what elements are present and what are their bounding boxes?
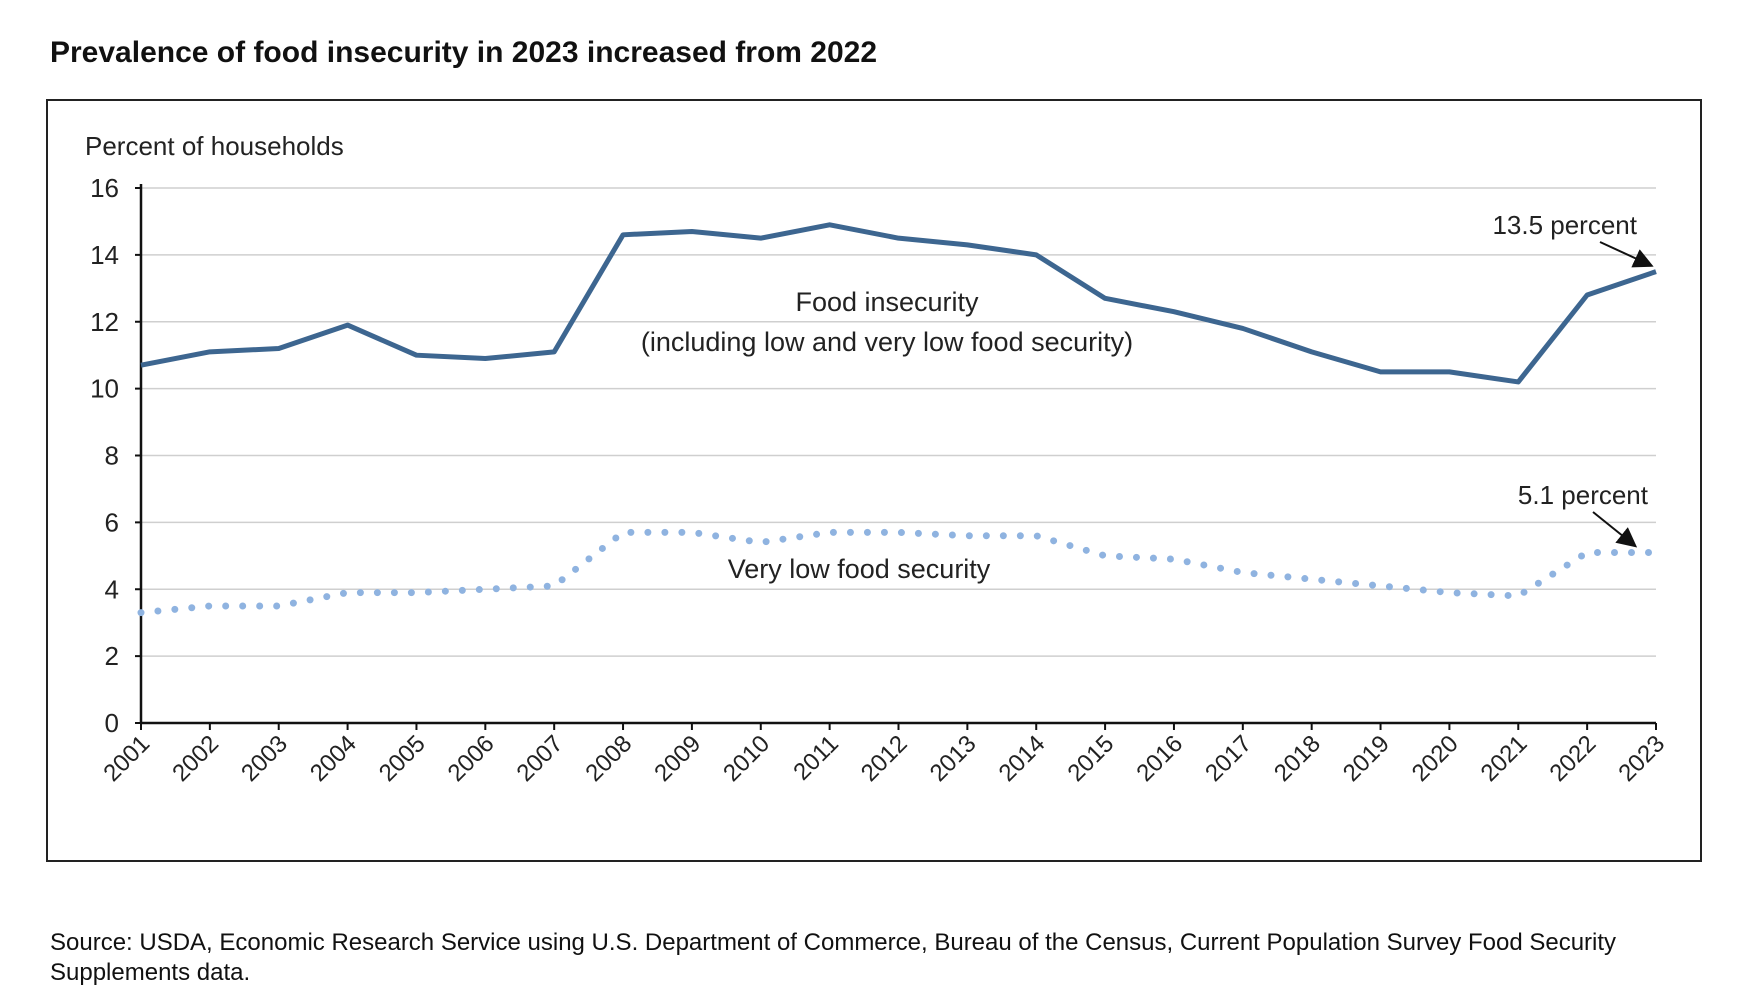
- x-tick-label: 2023: [1613, 730, 1670, 787]
- y-tick-label: 16: [90, 173, 119, 203]
- y-tick-label: 4: [105, 574, 119, 604]
- x-tick-label: 2019: [1338, 730, 1395, 787]
- y-tick-label: 10: [90, 374, 119, 404]
- series-label-very-low: Very low food security: [728, 554, 991, 584]
- x-tick-label: 2008: [580, 730, 637, 787]
- annotation-13-5: 13.5 percent: [1492, 210, 1637, 240]
- x-tick-label: 2014: [994, 730, 1051, 787]
- series-label-food-insecurity: Food insecurity: [795, 287, 979, 317]
- x-tick-label: 2001: [98, 730, 155, 787]
- x-tick-label: 2017: [1200, 730, 1257, 787]
- x-tick-label: 2011: [788, 730, 844, 786]
- x-tick-label: 2013: [925, 730, 982, 787]
- x-tick-label: 2002: [167, 730, 224, 787]
- y-tick-label: 2: [105, 641, 119, 671]
- x-tick-label: 2009: [649, 730, 706, 787]
- x-tick-label: 2006: [443, 730, 500, 787]
- x-tick-label: 2004: [305, 730, 362, 787]
- x-tick-label: 2020: [1407, 730, 1464, 787]
- y-axis-label: Percent of households: [85, 131, 344, 161]
- x-tick-label: 2015: [1062, 730, 1119, 787]
- annotation-arrow-5-1: [1593, 512, 1634, 545]
- x-tick-label: 2018: [1269, 730, 1326, 787]
- y-tick-label: 14: [90, 240, 119, 270]
- y-tick-label: 0: [105, 708, 119, 738]
- x-tick-label: 2003: [236, 730, 293, 787]
- y-tick-label: 12: [90, 307, 119, 337]
- x-tick-label: 2007: [512, 730, 569, 787]
- source-note: Source: USDA, Economic Research Service …: [50, 928, 1730, 988]
- y-tick-label: 6: [105, 507, 119, 537]
- x-tick-label: 2021: [1476, 730, 1533, 787]
- x-tick-label: 2005: [374, 730, 431, 787]
- x-tick-label: 2012: [856, 730, 913, 787]
- x-tick-label: 2022: [1545, 730, 1602, 787]
- y-tick-label: 8: [105, 441, 119, 471]
- annotation-arrow-13-5: [1600, 242, 1650, 265]
- x-tick-label: 2016: [1131, 730, 1188, 787]
- x-tick-label: 2010: [718, 730, 775, 787]
- annotation-5-1: 5.1 percent: [1518, 480, 1649, 510]
- series-label-food-insecurity-sub: (including low and very low food securit…: [641, 327, 1133, 357]
